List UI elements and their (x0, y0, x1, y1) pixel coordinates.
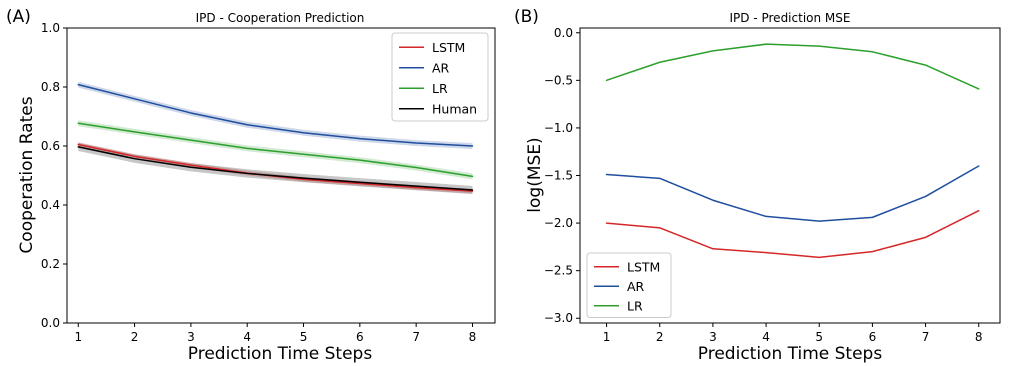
panel-b-x-tick-label: 8 (975, 330, 983, 344)
panel-a-x-axis-label: Prediction Time Steps (188, 344, 373, 364)
panel-b-x-tick-label: 2 (656, 330, 664, 344)
panel-b-y-tick-label: −2.5 (544, 264, 573, 278)
panel-b-y-tick-label: −3.0 (544, 311, 573, 325)
panel-a-y-axis-label: Cooperation Rates (17, 96, 37, 253)
panel-b-plot-area: 1 2 3 4 5 6 7 8 0.0 −0.5 −1.0 −1.5 −2.0 −2.5 −3.0 LSTM A… (544, 26, 1001, 344)
panel-a-y-tick-label: 0.2 (41, 257, 60, 271)
panel-b-x-tick-label: 6 (869, 330, 877, 344)
panel-b-prediction-mse: (B) IPD - Prediction MSE Prediction Time… (514, 7, 1001, 364)
panel-a-line-ar (77, 83, 474, 147)
panel-b-x-tick-label: 4 (762, 330, 770, 344)
panel-b-y-tick-label: −1.0 (544, 121, 573, 135)
panel-a-x-tick-label: 8 (469, 330, 477, 344)
panel-b-y-tick-label: 0.0 (554, 26, 573, 40)
panel-a-x-tick-label: 3 (187, 330, 195, 344)
panel-a-line-human (77, 146, 474, 191)
panel-b-x-tick-label: 1 (603, 330, 611, 344)
panel-a-plot-area: 1 2 3 4 5 6 7 8 0.0 0.2 0.4 0.6 0.8 1.0 LSTM AR LR Human (41, 21, 496, 344)
panel-a-y-tick-label: 0.0 (41, 316, 60, 330)
panel-b-label: (B) (514, 7, 539, 27)
panel-a-legend-label-ar: AR (432, 60, 450, 75)
panel-a-x-tick-label: 2 (131, 330, 139, 344)
panel-a-x-tick-label: 4 (243, 330, 251, 344)
panel-b-x-tick-label: 3 (709, 330, 717, 344)
panel-a-x-tick-label: 6 (356, 330, 364, 344)
panel-b-x-axis-label: Prediction Time Steps (698, 344, 883, 364)
panel-a-cooperation-prediction: (A) IPD - Cooperation Prediction Predict… (6, 7, 496, 364)
panel-a-y-tick-label: 0.6 (41, 139, 60, 153)
panel-a-band-human (78, 142, 473, 195)
panel-b-x-tick-label: 5 (815, 330, 823, 344)
panel-a-y-tick-label: 0.8 (41, 80, 60, 94)
panel-b-y-tick-label: −1.5 (544, 169, 573, 183)
panel-b-legend-box (586, 252, 672, 318)
panel-a-x-tick-label: 1 (74, 330, 82, 344)
panel-a-legend-label-human: Human (432, 101, 477, 116)
panel-b-y-tick-label: −2.0 (544, 216, 573, 230)
panel-a-x-tick-label: 7 (412, 330, 420, 344)
panel-a-title: IPD - Cooperation Prediction (196, 11, 365, 25)
panel-b-legend-label-lr: LR (627, 298, 643, 313)
panel-a-legend-box (391, 32, 489, 122)
panel-a-band-lr (78, 120, 473, 180)
panel-a-legend-label-lstm: LSTM (432, 40, 465, 55)
panel-b-x-tick-label: 7 (922, 330, 930, 344)
panel-b-line-lstm (605, 209, 980, 259)
panel-a-y-tick-label: 1.0 (41, 21, 60, 35)
panel-a-line-lr (77, 122, 474, 178)
panel-a-axes-frame (66, 27, 496, 324)
panel-a-x-tick-label: 5 (300, 330, 308, 344)
panel-b-line-ar (605, 165, 980, 222)
panel-b-legend-label-lstm: LSTM (627, 259, 660, 274)
panel-a-legend-label-lr: LR (432, 81, 448, 96)
panel-a-band-ar (78, 81, 473, 149)
panel-a-label: (A) (6, 7, 31, 27)
panel-b-y-axis-label: log(MSE) (525, 137, 545, 212)
panel-b-legend-label-ar: AR (627, 279, 645, 294)
panel-b-line-lr (605, 43, 980, 90)
panel-b-y-tick-label: −0.5 (544, 73, 573, 87)
panel-a-y-tick-label: 0.4 (41, 198, 60, 212)
panel-b-title: IPD - Prediction MSE (730, 11, 851, 25)
